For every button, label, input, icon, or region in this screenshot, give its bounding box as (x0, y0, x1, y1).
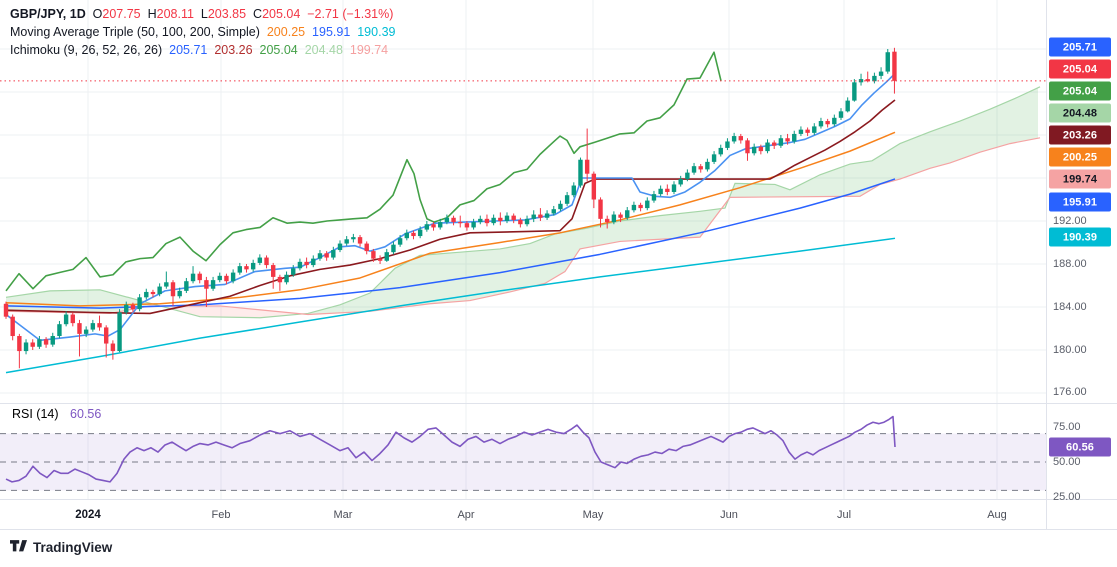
tradingview-logo-icon (10, 540, 27, 552)
price-scale-label: 176.00 (1053, 386, 1087, 398)
time-scale[interactable]: 2024 Feb Mar Apr May Jun Jul Aug (0, 0, 1046, 567)
price-scale-label: 192.00 (1053, 215, 1087, 227)
legend-value: O (85, 7, 103, 21)
chart-legend: GBP/JPY, 1D O207.75 H208.11 L203.85 C205… (10, 5, 395, 59)
price-badge: 204.48 (1049, 103, 1111, 123)
legend-value: 195.91 (312, 25, 358, 39)
rsi-legend-row[interactable]: RSI (14) 60.56 (12, 407, 101, 421)
legend-ichimoku-row[interactable]: Ichimoku (9, 26, 52, 26, 26) 205.71 203.… (10, 41, 395, 59)
legend-value: 205.04 (259, 43, 305, 57)
legend-value: 199.74 (349, 43, 389, 57)
legend-value: 208.11 (156, 7, 194, 21)
legend-value: 200.25 (266, 25, 313, 39)
tradingview-logo-text: TradingView (33, 540, 113, 555)
legend-symbol-text: GBP/JPY, 1D (10, 7, 86, 21)
legend-symbol-row[interactable]: GBP/JPY, 1D O207.75 H208.11 L203.85 C205… (10, 5, 395, 23)
price-badge: 199.74 (1049, 169, 1111, 189)
price-scale-label: 50.00 (1053, 456, 1081, 468)
time-scale-label: Jun (720, 509, 738, 521)
time-scale-label: Jul (836, 509, 852, 521)
legend-value: C (246, 7, 263, 21)
price-scale-label: 75.00 (1053, 421, 1081, 433)
tradingview-logo[interactable]: TradingView (10, 540, 112, 555)
legend-value: H (140, 7, 157, 21)
time-scale-label: Mar (333, 509, 353, 521)
legend-value: Ichimoku (9, 26, 52, 26, 26) (10, 43, 170, 57)
price-badge: 205.04 (1049, 59, 1111, 79)
price-scale-label: 188.00 (1053, 258, 1087, 270)
legend-value: 205.04 (262, 7, 301, 21)
price-badge: 190.39 (1049, 227, 1111, 247)
legend-value: L (193, 7, 208, 21)
price-badge: 200.25 (1049, 147, 1111, 167)
time-scale-label: 2024 (75, 509, 101, 521)
legend-value: −2.71 (−1.31%) (300, 7, 394, 21)
price-badge: 205.71 (1049, 37, 1111, 57)
rsi-label: RSI (14) (12, 407, 59, 421)
price-scale-label: 184.00 (1053, 301, 1087, 313)
legend-value: 204.48 (304, 43, 350, 57)
legend-value: Moving Average Triple (50, 100, 200, Sim… (10, 25, 267, 39)
legend-value: 203.85 (207, 7, 247, 21)
legend-value: 203.26 (214, 43, 260, 57)
price-badge: 60.56 (1049, 437, 1111, 457)
price-scale-label: 180.00 (1053, 344, 1087, 356)
time-scale-label: May (582, 509, 604, 521)
legend-value: 205.71 (169, 43, 215, 57)
price-scale[interactable]: 192.00 188.00 184.00 180.00 176.00 75.00 50.00… (1046, 0, 1117, 530)
legend-ma-triple-row[interactable]: Moving Average Triple (50, 100, 200, Sim… (10, 23, 395, 41)
time-scale-label: Feb (211, 509, 231, 521)
time-scale-label: Aug (987, 509, 1007, 521)
time-scale-label: Apr (457, 509, 475, 521)
legend-value: 207.75 (102, 7, 141, 21)
price-badge: 205.04 (1049, 81, 1111, 101)
price-scale-label: 25.00 (1053, 491, 1081, 503)
price-badge: 203.26 (1049, 125, 1111, 145)
legend-value: 190.39 (357, 25, 396, 39)
price-badge: 195.91 (1049, 192, 1111, 212)
rsi-value: 60.56 (70, 407, 102, 421)
